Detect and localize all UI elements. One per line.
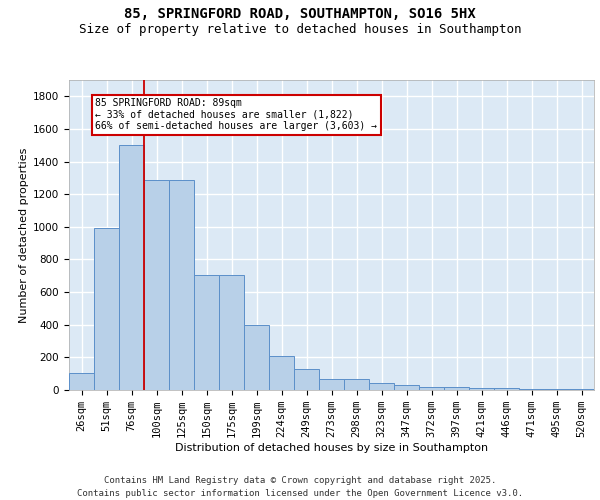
Bar [94,228,119,390]
Bar [269,356,294,390]
Bar [169,180,194,390]
Bar [394,385,419,390]
Y-axis label: Number of detached properties: Number of detached properties [19,148,29,322]
Bar [544,389,569,390]
Bar [494,388,519,390]
Bar [419,387,444,390]
Bar [194,275,219,390]
Text: 85, SPRINGFORD ROAD, SOUTHAMPTON, SO16 5HX: 85, SPRINGFORD ROAD, SOUTHAMPTON, SO16 5… [124,8,476,22]
Bar [469,388,494,390]
Bar [319,378,344,390]
Bar [144,180,169,390]
Bar [244,324,269,390]
Bar [444,387,469,390]
Bar [369,384,394,390]
X-axis label: Distribution of detached houses by size in Southampton: Distribution of detached houses by size … [175,443,488,453]
Bar [294,369,319,390]
Bar [519,389,544,390]
Bar [69,373,94,390]
Text: Contains HM Land Registry data © Crown copyright and database right 2025.
Contai: Contains HM Land Registry data © Crown c… [77,476,523,498]
Text: Size of property relative to detached houses in Southampton: Size of property relative to detached ho… [79,22,521,36]
Bar [119,146,144,390]
Bar [344,378,369,390]
Bar [219,275,244,390]
Bar [569,389,594,390]
Text: 85 SPRINGFORD ROAD: 89sqm
← 33% of detached houses are smaller (1,822)
66% of se: 85 SPRINGFORD ROAD: 89sqm ← 33% of detac… [95,98,377,131]
